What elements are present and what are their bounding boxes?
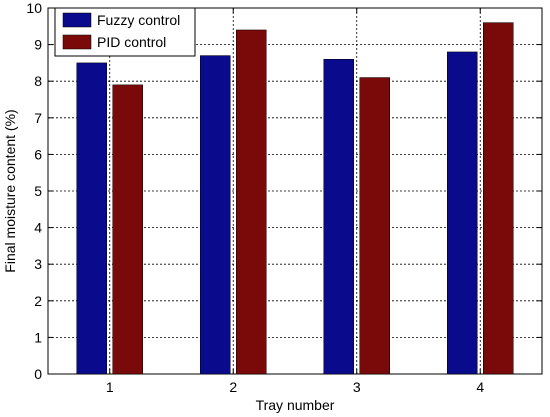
legend: Fuzzy control PID control <box>54 7 196 57</box>
y-tick-label: 8 <box>34 73 42 89</box>
bar-pid-tray-1 <box>112 84 143 375</box>
x-axis-label: Tray number <box>256 397 335 413</box>
y-tick-label: 6 <box>34 146 42 162</box>
y-tick-label: 0 <box>34 366 42 382</box>
x-tick-label: 2 <box>229 379 237 395</box>
legend-label-fuzzy: Fuzzy control <box>97 12 180 28</box>
x-tick-label: 1 <box>106 379 114 395</box>
bar-fuzzy-tray-1 <box>76 62 107 375</box>
bar-fuzzy-tray-2 <box>200 55 231 375</box>
x-tick-label: 4 <box>476 379 484 395</box>
legend-label-pid: PID control <box>97 34 166 50</box>
bar-pid-tray-3 <box>359 77 390 375</box>
bar-fuzzy-tray-3 <box>323 58 354 375</box>
bars-group <box>76 22 514 375</box>
y-tick-label: 10 <box>26 0 42 16</box>
bar-fuzzy-tray-4 <box>447 51 478 375</box>
legend-swatch-pid <box>62 34 92 50</box>
y-tick-label: 9 <box>34 37 42 53</box>
bar-pid-tray-2 <box>236 29 267 375</box>
y-tick-label: 3 <box>34 256 42 272</box>
legend-swatch-fuzzy <box>62 12 92 28</box>
y-axis-ticks: 0 1 2 3 4 5 6 7 8 9 10 <box>26 0 542 382</box>
grid-lines <box>48 8 542 374</box>
y-axis-label: Final moisture content (%) <box>2 109 18 272</box>
y-tick-label: 2 <box>34 293 42 309</box>
y-tick-label: 5 <box>34 183 42 199</box>
bar-pid-tray-4 <box>483 22 514 375</box>
y-tick-label: 1 <box>34 329 42 345</box>
x-tick-label: 3 <box>353 379 361 395</box>
y-tick-label: 7 <box>34 110 42 126</box>
y-tick-label: 4 <box>34 220 42 236</box>
